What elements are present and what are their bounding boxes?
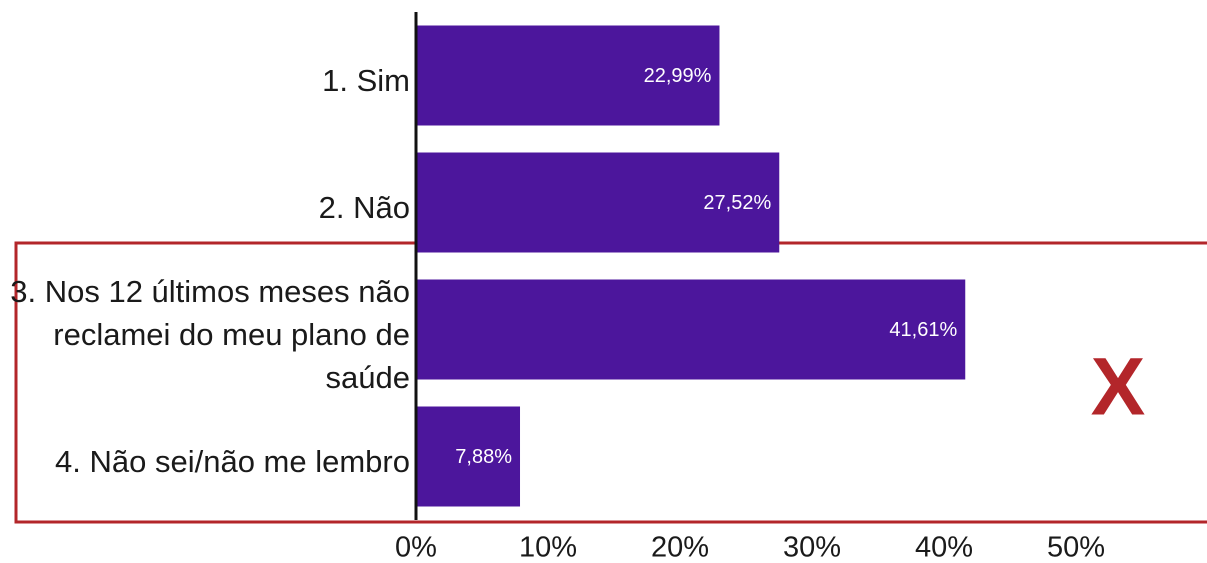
x-tick-label: 50% — [1047, 532, 1105, 563]
category-label: 3. Nos 12 últimos meses não reclamei do … — [10, 274, 410, 395]
bar — [416, 406, 521, 507]
value-label: 7,88% — [455, 446, 512, 468]
x-tick-label: 40% — [915, 532, 973, 563]
x-tick-label: 0% — [395, 532, 437, 563]
bar — [416, 25, 720, 126]
category-label: 2. Não — [318, 190, 410, 225]
category-label: 1. Sim — [322, 63, 410, 98]
x-tick-label: 10% — [519, 532, 577, 563]
x-tick-label: 20% — [651, 532, 709, 563]
value-label: 27,52% — [703, 192, 771, 214]
value-label: 41,61% — [889, 319, 957, 341]
x-tick-label: 30% — [783, 532, 841, 563]
value-label: 22,99% — [644, 65, 712, 87]
bar — [416, 279, 966, 380]
bar — [416, 152, 780, 253]
annotation: X — [1091, 342, 1146, 433]
category-label: 4. Não sei/não me lembro — [55, 444, 410, 479]
